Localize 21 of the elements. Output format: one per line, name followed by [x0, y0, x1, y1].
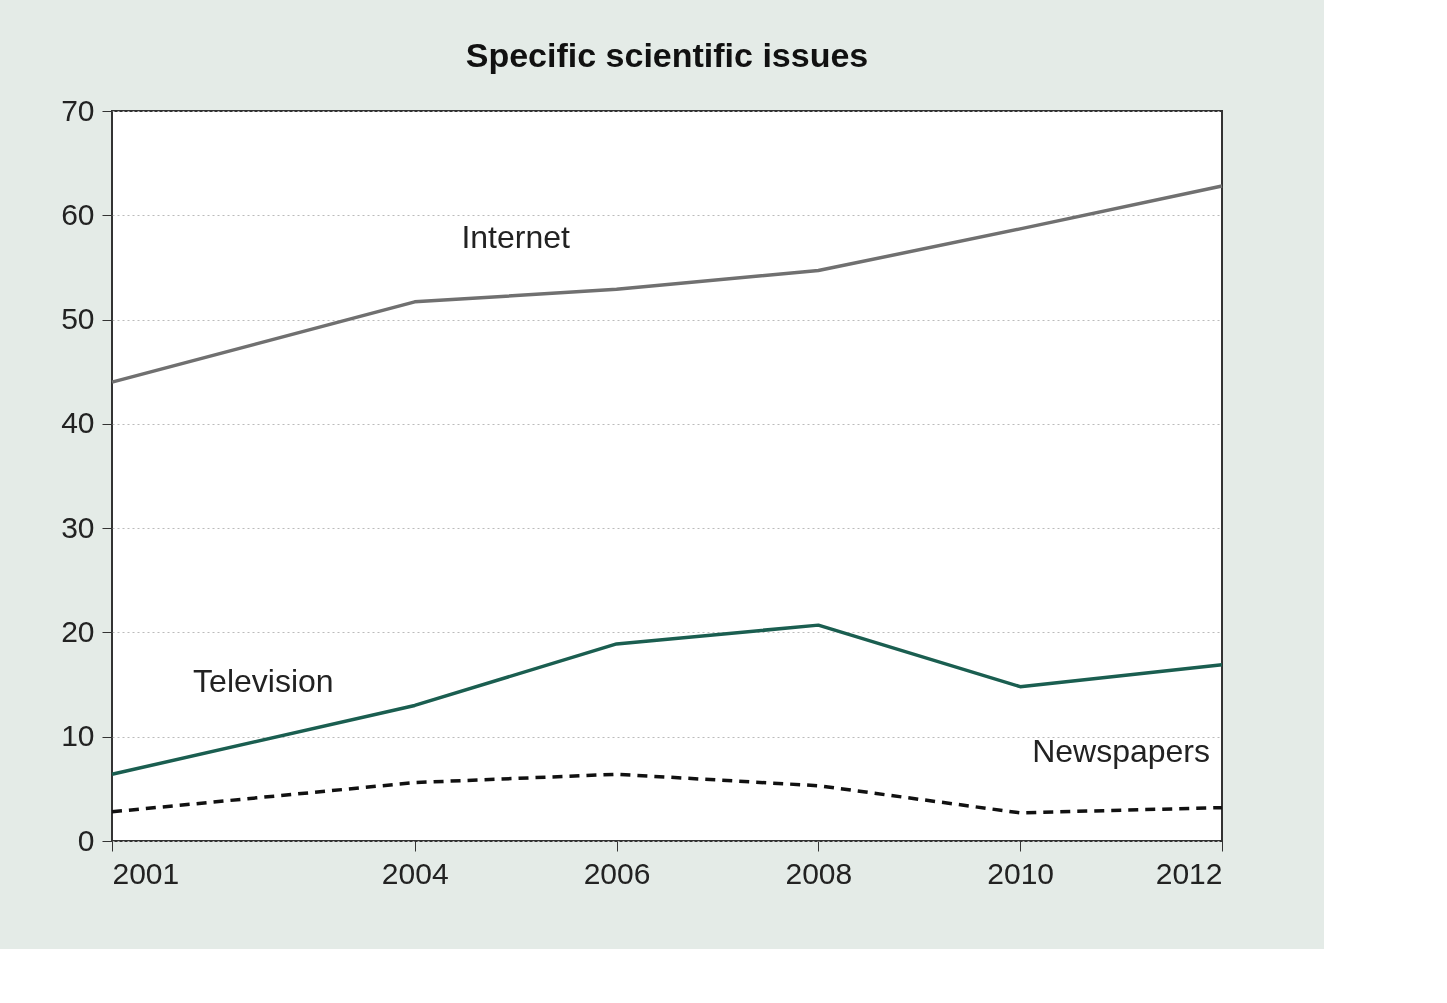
- series-label: Internet: [461, 218, 570, 255]
- y-tick-label: 50: [61, 302, 95, 336]
- x-tick-label: 2001: [112, 856, 180, 890]
- x-tick-label: 2004: [381, 856, 449, 890]
- x-tick-label: 2012: [1155, 856, 1223, 890]
- y-tick-label: 10: [61, 719, 95, 753]
- x-tick-label: 2010: [987, 856, 1055, 890]
- y-tick-label: 70: [61, 93, 95, 127]
- chart-title: Specific scientific issues: [465, 36, 869, 74]
- y-tick-label: 40: [61, 406, 95, 440]
- y-tick-label: 20: [61, 614, 95, 648]
- line-series: [110, 623, 1224, 777]
- x-tick-label: 2008: [785, 856, 853, 890]
- line-series: [110, 772, 1224, 815]
- y-tick-label: 30: [61, 510, 95, 544]
- x-tick-label: 2006: [583, 856, 651, 890]
- line-series: [110, 184, 1224, 384]
- series-label: Television: [193, 662, 334, 699]
- y-tick-label: 60: [61, 197, 95, 231]
- y-tick-label: 0: [77, 823, 95, 857]
- series-label: Newspapers: [1032, 733, 1211, 770]
